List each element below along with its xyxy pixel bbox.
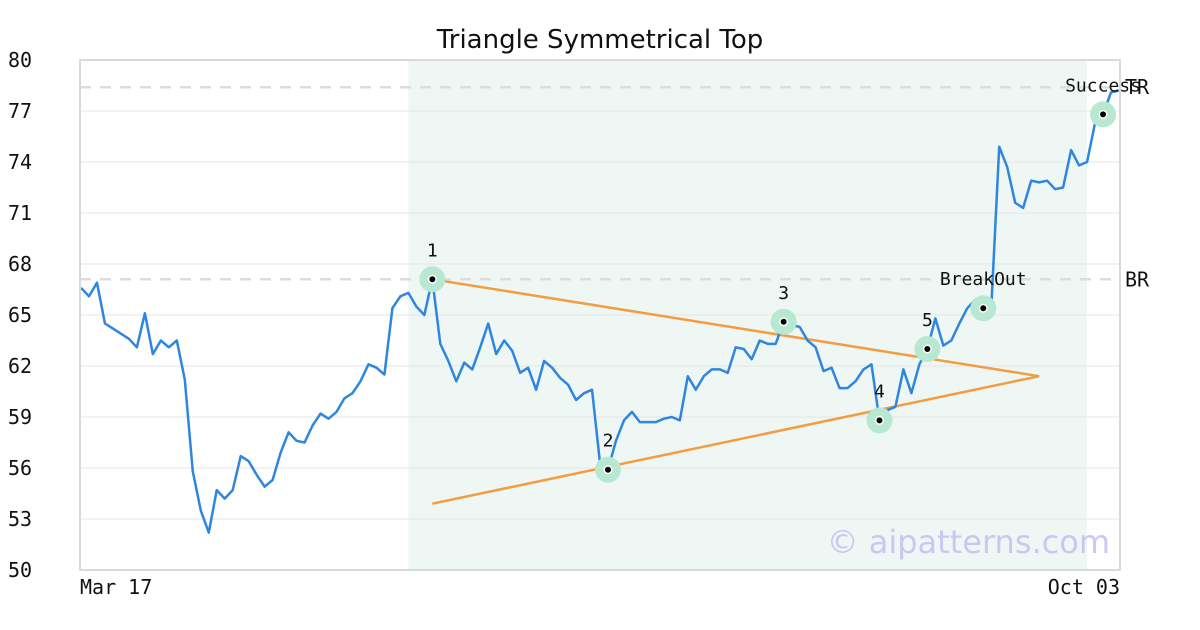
- level-label-br: BR: [1125, 267, 1150, 291]
- trendlines: [432, 278, 1040, 505]
- point-marker-5: [924, 346, 931, 352]
- y-tick-label-74: 74: [8, 150, 32, 174]
- lower-trendline: [432, 374, 1040, 505]
- y-tick-label-68: 68: [8, 252, 32, 276]
- y-tick-label-50: 50: [8, 558, 32, 582]
- point-marker-breakout: [980, 305, 987, 312]
- point-marker-2: [604, 466, 611, 473]
- point-label-2: 2: [603, 431, 614, 452]
- y-tick-label-53: 53: [8, 507, 32, 531]
- y-tick-label-62: 62: [8, 354, 32, 378]
- point-marker-4: [876, 417, 883, 424]
- point-label-4: 4: [874, 381, 885, 402]
- point-label-success: Success: [1065, 75, 1141, 96]
- point-marker-1: [429, 276, 436, 283]
- y-tick-label-59: 59: [8, 405, 32, 429]
- point-label-breakout: BreakOut: [940, 269, 1027, 290]
- y-tick-label-71: 71: [8, 201, 32, 225]
- x-tick-label-end: Oct 03: [1048, 575, 1120, 599]
- x-tick-label-start: Mar 17: [80, 575, 152, 599]
- point-marker-3: [780, 318, 787, 325]
- y-tick-label-56: 56: [8, 456, 32, 480]
- pattern-points: 1 2 3 4 5 BreakOut Success: [419, 75, 1141, 483]
- upper-trendline: [432, 278, 1040, 378]
- watermark-text: © aipatterns.com: [827, 523, 1110, 561]
- chart-title: Triangle Symmetrical Top: [436, 25, 764, 55]
- point-label-1: 1: [427, 240, 438, 261]
- y-tick-label-65: 65: [8, 303, 32, 327]
- point-label-5: 5: [922, 310, 933, 331]
- point-marker-success: [1100, 111, 1107, 118]
- y-tick-label-80: 80: [8, 48, 32, 72]
- point-label-3: 3: [778, 283, 789, 304]
- y-tick-label-77: 77: [8, 99, 32, 123]
- level-lines: TR BR: [80, 75, 1150, 291]
- level-label-tr: TR: [1125, 75, 1150, 99]
- plot-frame: [79, 59, 1121, 571]
